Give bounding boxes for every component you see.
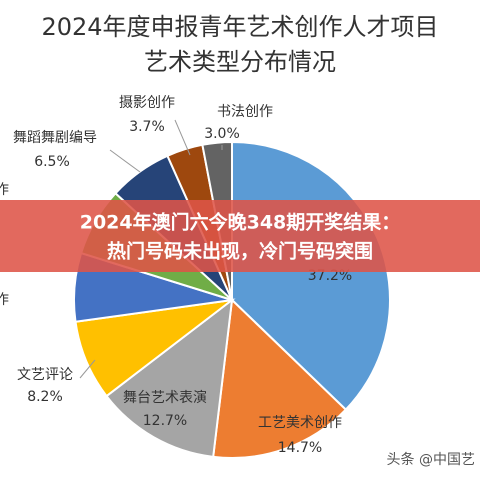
leader-line (79, 359, 96, 379)
slice-label: 舞台艺术表演 (123, 390, 207, 406)
chart-title: 2024年度申报青年艺术创作人才项目 (41, 13, 438, 41)
pie (73, 140, 391, 459)
value-label: 8.2% (27, 389, 63, 405)
value-label: 14.7% (278, 440, 322, 456)
value-label: 3.7% (129, 119, 165, 135)
value-label: 12.7% (143, 413, 187, 429)
slice-label: 书法创作 (217, 104, 273, 120)
value-label: 3.0% (204, 126, 240, 142)
banner-text: 2024年澳门六今晚348期开奖结果： (80, 211, 401, 234)
slice-label: 工艺美术创作 (258, 415, 342, 431)
labels: 37.2%工艺美术创作14.7%舞台艺术表演12.7%文艺评论8.2%作作舞蹈舞… (0, 95, 352, 456)
banner-text: 热门号码未出现，冷门号码突围 (107, 240, 373, 263)
pie-slice (212, 297, 348, 459)
watermark: 头条 @中国艺 (387, 451, 475, 468)
leader-line (109, 149, 141, 173)
slice-label: 舞蹈舞剧编导 (13, 130, 97, 146)
banner (0, 200, 480, 272)
value-label: 6.5% (34, 154, 70, 170)
slice-label: 作 (0, 292, 9, 308)
leader-line (174, 119, 191, 156)
slice-label: 摄影创作 (119, 95, 175, 111)
pie-slice (105, 297, 234, 458)
slice-label: 作 (0, 182, 9, 198)
chart-title: 艺术类型分布情况 (144, 48, 336, 76)
slice-label: 文艺评论 (17, 367, 73, 383)
